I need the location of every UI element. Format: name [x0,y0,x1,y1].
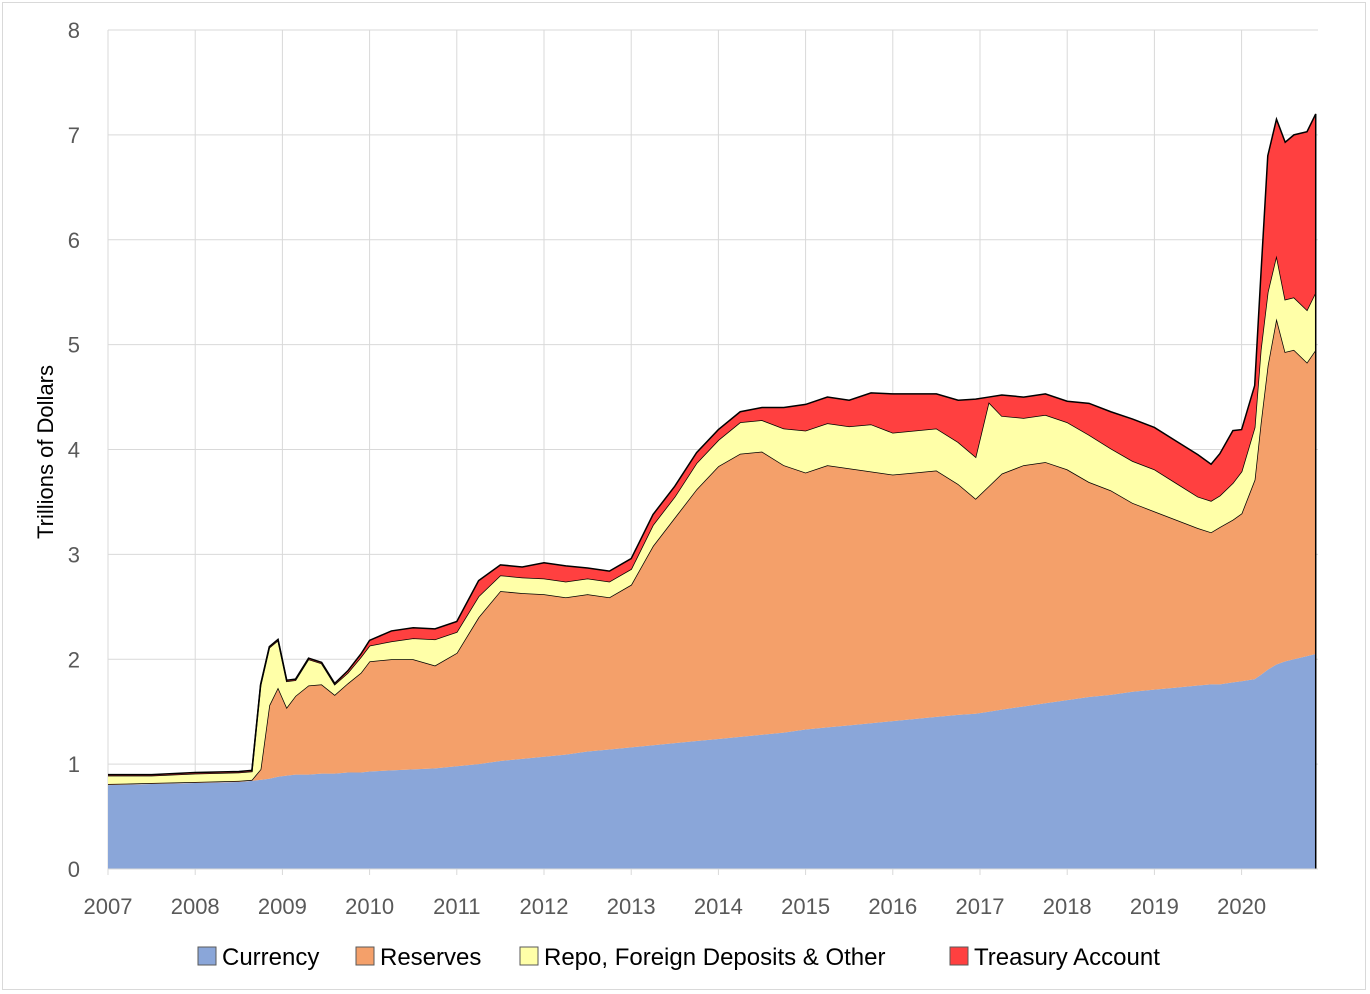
x-tick-label: 2019 [1130,894,1179,919]
x-tick-label: 2014 [694,894,743,919]
x-tick-label: 2013 [607,894,656,919]
y-axis-title: Trillions of Dollars [33,365,58,539]
area-series-1 [108,654,1316,869]
x-tick-label: 2011 [433,894,480,919]
legend-label: Reserves [380,944,481,971]
x-tick-label: 2015 [781,894,830,919]
y-tick-label: 1 [68,752,80,777]
y-tick-label: 4 [68,438,80,463]
x-tick-label: 2012 [520,894,569,919]
series-top-line-4 [108,113,1317,776]
y-tick-label: 8 [68,18,80,43]
x-tick-label: 2007 [84,894,133,919]
legend-swatch [949,946,969,966]
x-tick-label: 2020 [1217,894,1266,919]
x-tick-label: 2016 [868,894,917,919]
x-tick-label: 2010 [345,894,394,919]
legend-swatch [355,946,375,966]
legend: Currency Reserves Repo, Foreign Deposits &… [197,944,1160,971]
y-tick-label: 5 [68,333,80,358]
y-tick-label: 3 [68,542,80,567]
legend-label: Currency [222,944,319,971]
y-tick-label: 0 [68,857,80,882]
area-series-3 [108,255,1316,785]
legend-swatch [197,946,217,966]
legend-swatch [519,946,539,966]
area-series [107,113,1317,869]
y-tick-label: 6 [68,228,80,253]
x-tick-label: 2018 [1043,894,1092,919]
legend-label: Treasury Account [974,944,1160,971]
y-tick-label: 7 [68,123,80,148]
legend-label: Repo, Foreign Deposits & Other [544,944,886,971]
y-tick-label: 2 [68,647,80,672]
axes: 0 1 2 3 4 5 6 7 8 2007 2008 2009 2010 2011 2012 2013 201… [68,18,1318,919]
x-tick-label: 2009 [258,894,307,919]
x-tick-label: 2008 [171,894,220,919]
x-tick-label: 2017 [956,894,1005,919]
area-series-2 [108,318,1316,786]
area-series-4 [108,113,1316,776]
